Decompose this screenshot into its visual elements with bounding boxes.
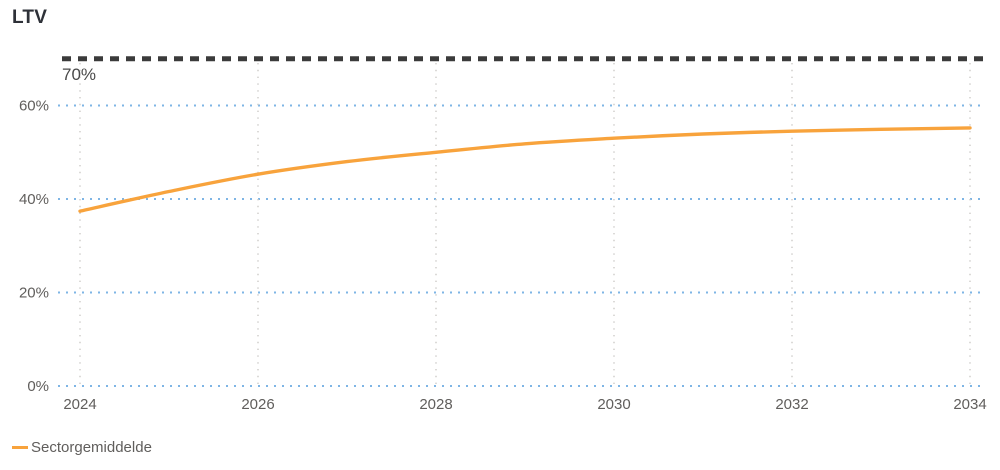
legend-item-sectorgemiddelde[interactable]: Sectorgemiddelde (12, 439, 152, 456)
x-axis-tick-label: 2026 (241, 396, 274, 413)
x-axis-tick-label: 2032 (775, 396, 808, 413)
x-axis-tick-label: 2030 (597, 396, 630, 413)
x-axis-tick-label: 2028 (419, 396, 452, 413)
y-axis-tick-label: 0% (27, 378, 49, 395)
legend: Sectorgemiddelde (12, 437, 152, 457)
x-axis-tick-label: 2024 (63, 396, 96, 413)
y-axis-tick-label: 40% (19, 191, 49, 208)
series-line-sectorgemiddelde[interactable] (78, 126, 972, 213)
y-axis-tick-label: 20% (19, 285, 49, 302)
x-axis-tick-label: 2034 (953, 396, 986, 413)
chart-title: LTV (12, 7, 48, 28)
legend-line-swatch-icon (12, 445, 28, 449)
reference-line-label: 70% (62, 65, 96, 84)
y-axis-tick-label: 60% (19, 98, 49, 115)
legend-label: Sectorgemiddelde (31, 438, 152, 456)
